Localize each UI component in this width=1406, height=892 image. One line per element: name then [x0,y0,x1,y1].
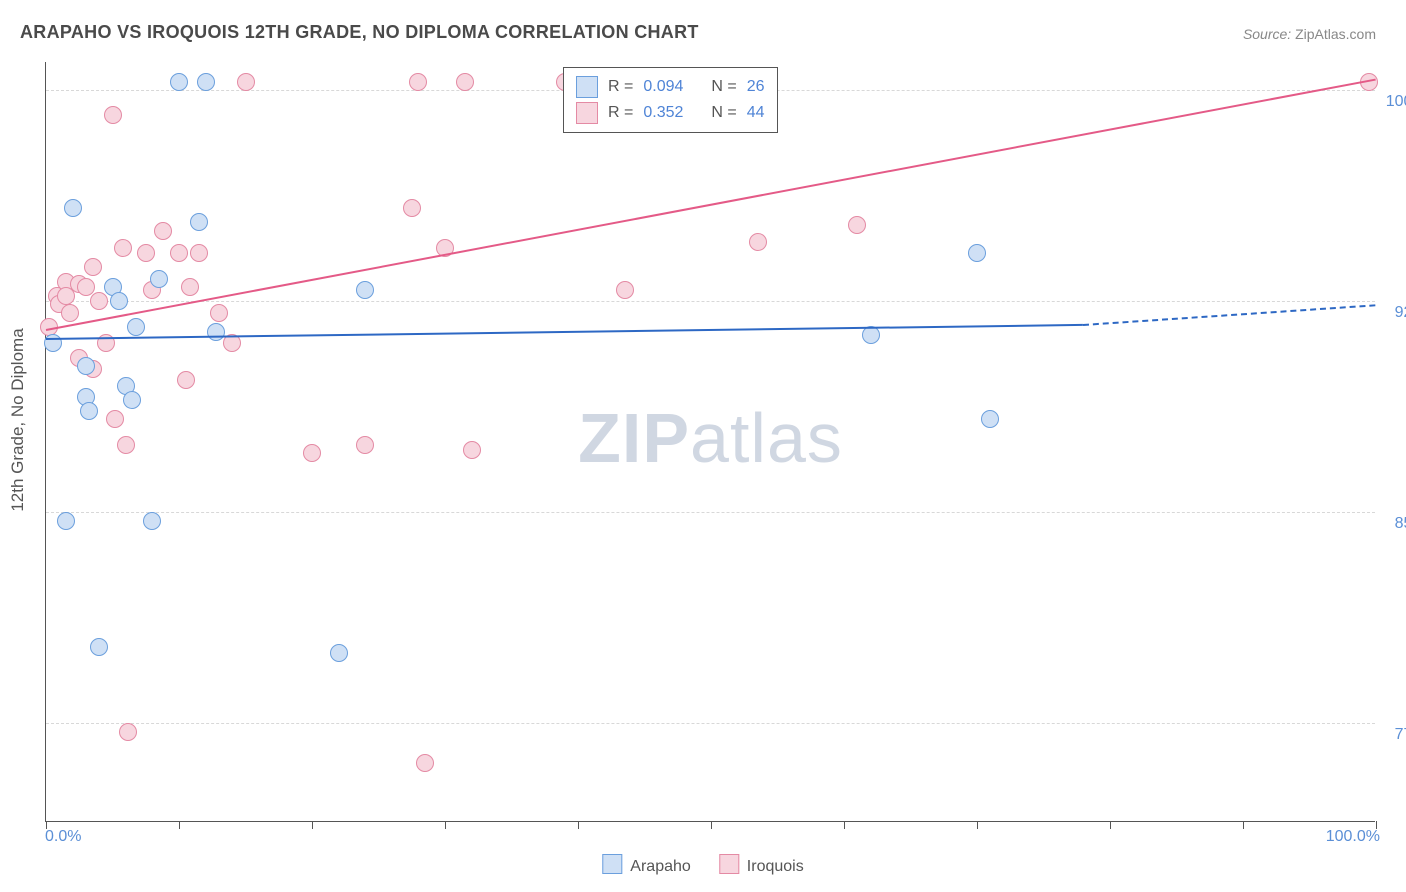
stats-swatch [576,102,598,124]
source-label: Source: [1243,26,1291,42]
data-point [207,323,225,341]
data-point [117,436,135,454]
legend-item: Iroquois [719,854,804,876]
gridline [46,723,1375,724]
correlation-stats-box: R = 0.094 N = 26 R = 0.352 N = 44 [563,67,778,133]
data-point [77,357,95,375]
data-point [463,441,481,459]
data-point [303,444,321,462]
legend-label: Iroquois [747,858,804,875]
watermark-text: ZIPatlas [578,398,843,478]
y-axis-title: 12th Grade, No Diploma [8,328,28,511]
scatter-plot-area: ZIPatlas 77.5%85.0%92.5%100.0% [45,62,1375,822]
x-tick [445,821,446,829]
y-tick-label: 77.5% [1380,726,1406,744]
x-axis-min-label: 0.0% [45,828,81,846]
data-point [616,281,634,299]
data-point [181,278,199,296]
stats-row: R = 0.352 N = 44 [576,100,765,126]
trend-line [1083,304,1376,326]
data-point [110,292,128,310]
data-point [416,754,434,772]
x-tick [977,821,978,829]
data-point [330,644,348,662]
data-point [104,106,122,124]
data-point [119,723,137,741]
data-point [127,318,145,336]
data-point [150,270,168,288]
data-point [170,244,188,262]
legend-swatch [602,854,622,874]
data-point [177,371,195,389]
n-value: 26 [747,78,765,96]
data-point [84,258,102,276]
stats-row: R = 0.094 N = 26 [576,74,765,100]
legend-label: Arapaho [630,858,691,875]
data-point [77,278,95,296]
data-point [356,281,374,299]
r-value: 0.094 [643,78,683,96]
data-point [90,292,108,310]
y-tick-label: 85.0% [1380,515,1406,533]
x-axis-max-label: 100.0% [1326,828,1380,846]
chart-title: ARAPAHO VS IROQUOIS 12TH GRADE, NO DIPLO… [20,22,699,43]
n-value: 44 [747,104,765,122]
x-tick [844,821,845,829]
data-point [210,304,228,322]
data-point [356,436,374,454]
data-point [968,244,986,262]
source-site: ZipAtlas.com [1295,26,1376,42]
data-point [749,233,767,251]
trend-line [46,324,1083,340]
data-point [57,512,75,530]
source-attribution: Source: ZipAtlas.com [1243,26,1376,42]
legend-swatch [719,854,739,874]
x-tick [1243,821,1244,829]
data-point [137,244,155,262]
data-point [64,199,82,217]
stats-swatch [576,76,598,98]
gridline [46,301,1375,302]
data-point [80,402,98,420]
y-tick-label: 100.0% [1380,93,1406,111]
data-point [848,216,866,234]
legend-item: Arapaho [602,854,691,876]
chart-container: ARAPAHO VS IROQUOIS 12TH GRADE, NO DIPLO… [0,0,1406,892]
data-point [409,73,427,91]
x-tick [179,821,180,829]
x-tick [711,821,712,829]
data-point [114,239,132,257]
x-tick [578,821,579,829]
data-point [61,304,79,322]
legend-bottom: Arapaho Iroquois [602,854,803,876]
data-point [981,410,999,428]
data-point [197,73,215,91]
data-point [143,512,161,530]
gridline [46,512,1375,513]
r-value: 0.352 [643,104,683,122]
data-point [190,213,208,231]
x-tick [1110,821,1111,829]
n-label: N = [711,78,736,96]
data-point [403,199,421,217]
data-point [190,244,208,262]
data-point [237,73,255,91]
data-point [123,391,141,409]
watermark-light: atlas [690,399,843,477]
r-label: R = [608,104,633,122]
watermark-bold: ZIP [578,399,690,477]
data-point [90,638,108,656]
data-point [154,222,172,240]
n-label: N = [711,104,736,122]
y-tick-label: 92.5% [1380,304,1406,322]
x-tick [312,821,313,829]
data-point [456,73,474,91]
data-point [106,410,124,428]
data-point [170,73,188,91]
r-label: R = [608,78,633,96]
